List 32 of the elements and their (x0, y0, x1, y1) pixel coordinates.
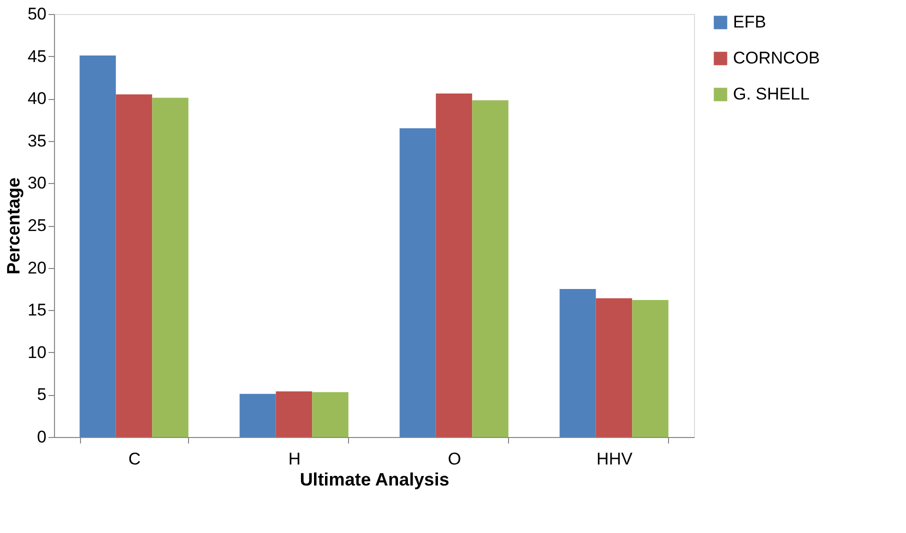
y-tick-label: 25 (28, 216, 46, 235)
bar (596, 298, 632, 437)
bar (400, 128, 436, 437)
bar (80, 55, 116, 437)
x-tick-label: C (128, 450, 141, 468)
y-tick-label: 15 (28, 300, 46, 320)
legend-label: CORNCOB (733, 48, 820, 68)
y-tick-label: 35 (28, 131, 46, 150)
bar (312, 392, 348, 437)
bar (116, 94, 152, 437)
bar (436, 94, 472, 437)
legend-label: G. SHELL (733, 84, 810, 104)
bar (240, 394, 276, 437)
y-tick-label: 20 (28, 258, 46, 278)
x-axis-title: Ultimate Analysis (300, 470, 450, 490)
y-tick-label: 30 (28, 174, 46, 193)
x-tick-label: H (288, 450, 301, 468)
y-tick-label: 50 (28, 4, 46, 24)
y-tick-label: 40 (28, 89, 46, 108)
x-tick-label: HHV (596, 450, 634, 468)
legend-label: EFB (733, 12, 766, 32)
bar (560, 288, 596, 437)
y-tick-label: 45 (28, 46, 46, 66)
x-tick-label: O (448, 450, 462, 468)
bar (632, 300, 668, 437)
y-axis-title: Percentage (4, 177, 24, 275)
y-tick-label: 10 (28, 342, 46, 362)
bar (152, 98, 188, 437)
bar (472, 100, 508, 437)
y-tick-label: 5 (37, 385, 46, 404)
bar (276, 391, 312, 437)
y-tick-label: 0 (37, 428, 46, 446)
